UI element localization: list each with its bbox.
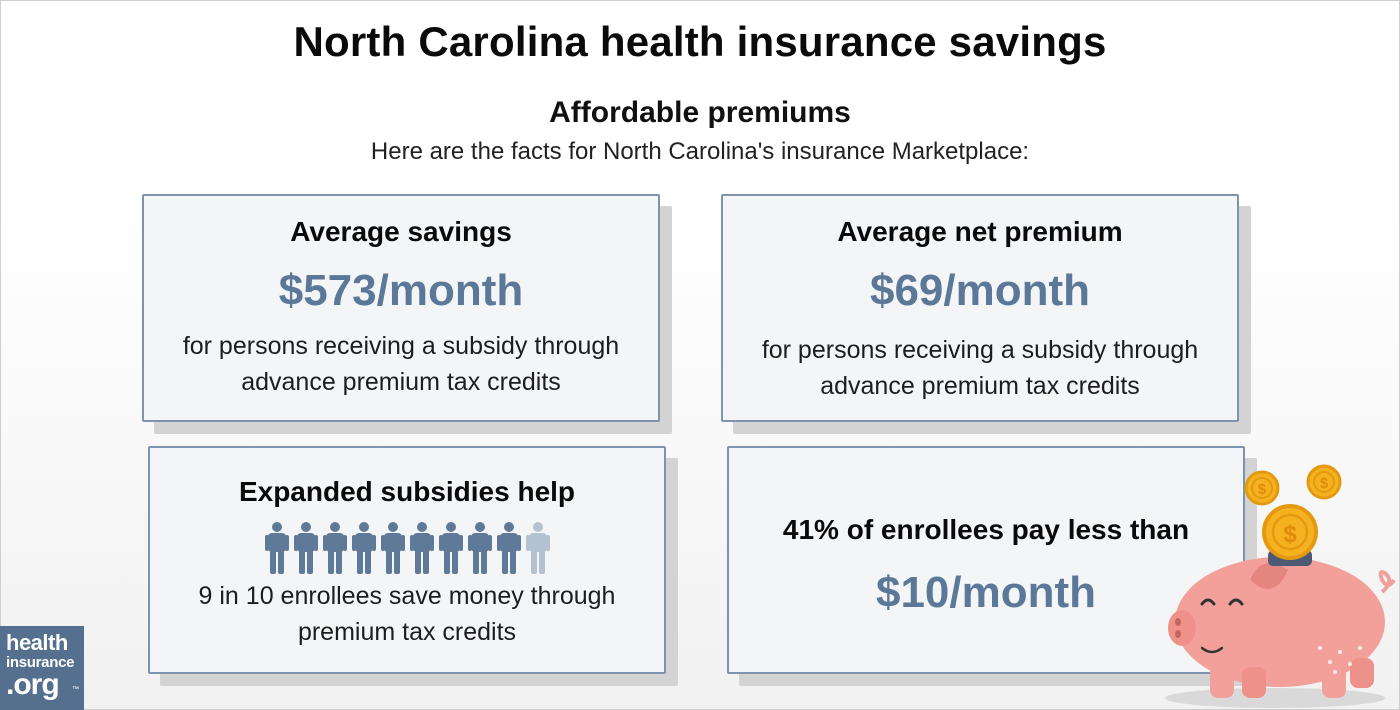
card-heading: 41% of enrollees pay less than bbox=[782, 514, 1190, 545]
person-icon-saving bbox=[351, 522, 376, 574]
expanded-subsidies-card: Expanded subsidies help 9 in 10 enrollee… bbox=[148, 446, 666, 674]
card-description: for persons receiving a subsidy through … bbox=[723, 332, 1237, 404]
card-description-line: advance premium tax credits bbox=[241, 368, 561, 396]
average-savings-card: Average savings $573/month for persons r… bbox=[142, 194, 660, 422]
card-value: $69/month bbox=[869, 266, 1091, 315]
healthinsurance-org-logo: health insurance .org ™ bbox=[0, 626, 84, 710]
coin-icon: $ bbox=[1244, 470, 1280, 506]
card-value: $573/month bbox=[278, 266, 524, 315]
person-icon-saving bbox=[322, 522, 347, 574]
card-heading: Average net premium bbox=[837, 216, 1123, 247]
card-description: for persons receiving a subsidy through … bbox=[144, 328, 658, 400]
card-description: 9 in 10 enrollees save money through pre… bbox=[150, 578, 664, 650]
person-icon-saving bbox=[380, 522, 405, 574]
enrollees-pictogram bbox=[150, 522, 664, 574]
card-description-line: advance premium tax credits bbox=[820, 372, 1140, 400]
person-icon-saving bbox=[496, 522, 521, 574]
coin-icon: $ bbox=[1306, 464, 1342, 500]
person-icon-saving bbox=[293, 522, 318, 574]
card-value: $10/month bbox=[875, 568, 1097, 617]
piggy-bank-illustration: $ $ $ bbox=[1165, 464, 1396, 708]
card-description-line: for persons receiving a subsidy through bbox=[761, 336, 1199, 364]
card-description-line: for persons receiving a subsidy through bbox=[182, 332, 620, 360]
page-title: North Carolina health insurance savings bbox=[293, 18, 1107, 65]
person-icon-saving bbox=[409, 522, 434, 574]
svg-text:$: $ bbox=[1320, 475, 1329, 492]
average-net-premium-card: Average net premium $69/month for person… bbox=[721, 194, 1239, 422]
person-icon-saving bbox=[264, 522, 289, 574]
section-subtitle: Affordable premiums bbox=[549, 96, 851, 129]
low-premium-share-card: 41% of enrollees pay less than $10/month bbox=[727, 446, 1245, 674]
person-icon-saving bbox=[438, 522, 463, 574]
svg-text:$: $ bbox=[1258, 481, 1267, 498]
card-description-line: premium tax credits bbox=[297, 618, 517, 646]
coin-icon: $ bbox=[1262, 504, 1318, 560]
card-description-line: 9 in 10 enrollees save money through bbox=[198, 582, 616, 610]
person-icon-saving bbox=[467, 522, 492, 574]
intro-text: Here are the facts for North Carolina's … bbox=[370, 138, 1030, 165]
card-heading: Average savings bbox=[290, 216, 512, 247]
person-icon-not-saving bbox=[525, 522, 550, 574]
card-heading: Expanded subsidies help bbox=[238, 476, 576, 507]
svg-text:$: $ bbox=[1283, 521, 1297, 548]
